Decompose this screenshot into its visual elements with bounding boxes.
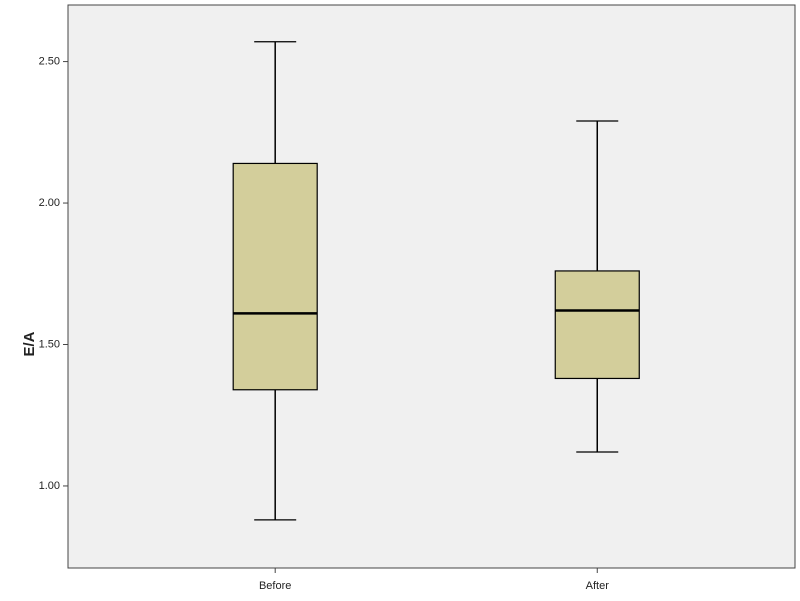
box [554, 270, 640, 380]
y-tick-label: 2.50 [39, 55, 60, 67]
y-tick-label: 1.50 [39, 338, 60, 350]
x-tick-label: Before [259, 580, 291, 592]
y-tick-label: 2.00 [39, 197, 60, 209]
plot-area [67, 4, 796, 569]
y-tick-label: 1.00 [39, 480, 60, 492]
x-tick-label: After [586, 580, 610, 592]
box [232, 162, 318, 391]
y-axis-label: E/A [21, 331, 38, 356]
